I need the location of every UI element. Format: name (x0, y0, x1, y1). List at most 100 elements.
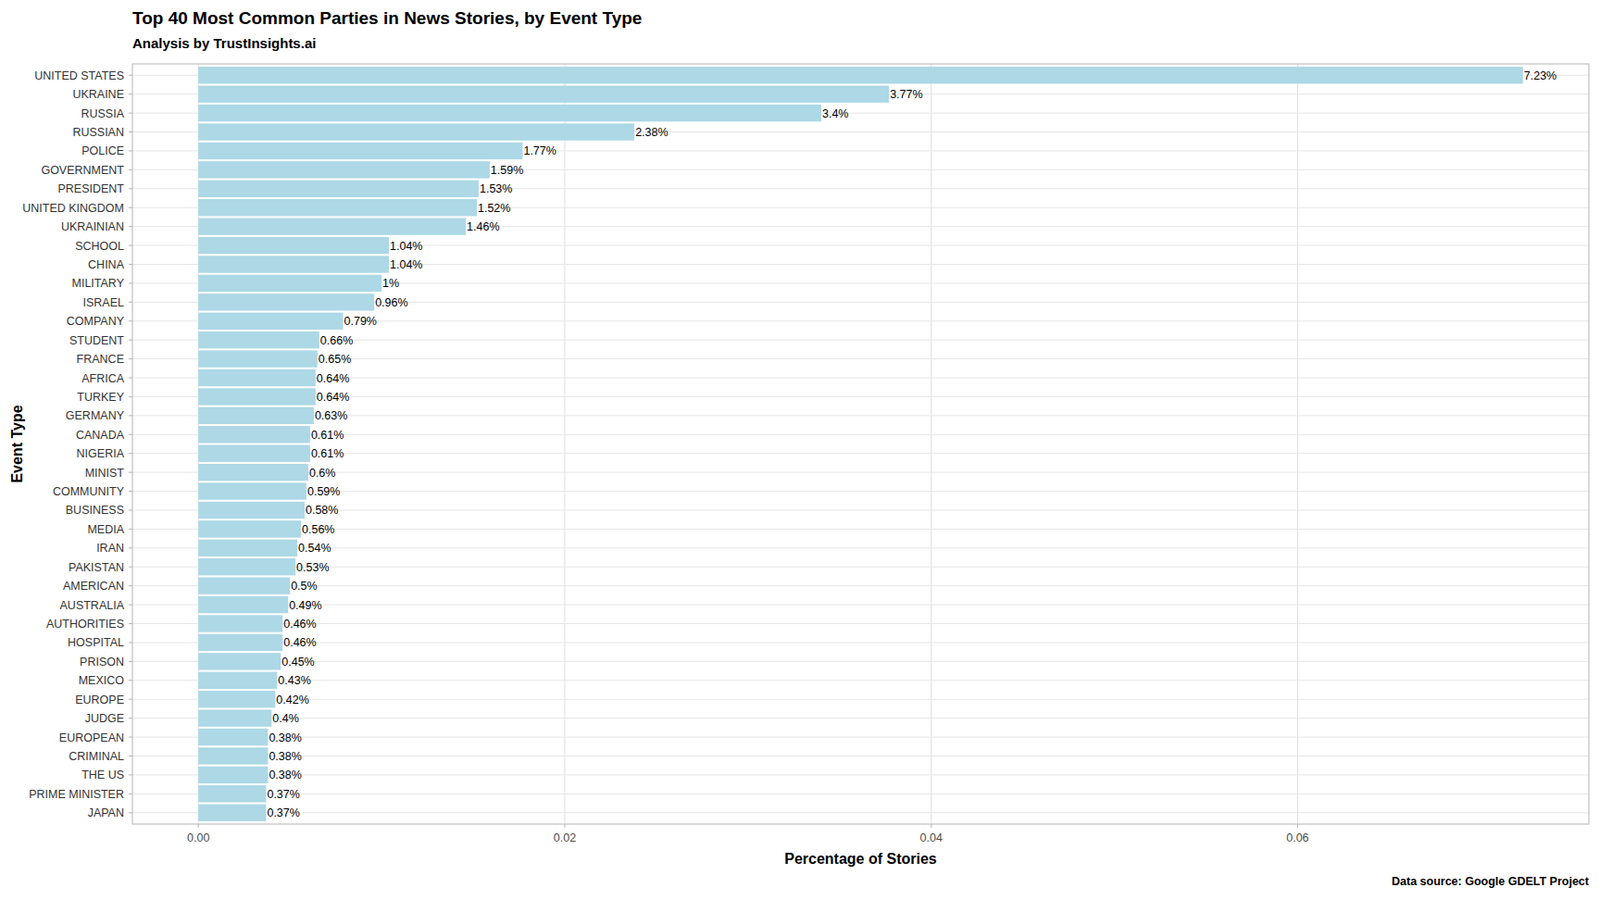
bar (198, 614, 283, 632)
tick (128, 301, 133, 303)
tick (128, 377, 133, 379)
y-tick-label: TURKEY (76, 390, 125, 404)
x-axis-title: Percentage of Stories (784, 850, 938, 867)
y-tick-label: STUDENT (69, 334, 125, 348)
data-label: 0.6% (309, 466, 337, 480)
tick (128, 717, 133, 719)
bar (198, 217, 466, 235)
tick (128, 169, 133, 171)
bar (198, 804, 266, 822)
bar (198, 425, 311, 443)
y-tick-label: JAPAN (87, 806, 125, 820)
tick (128, 93, 133, 95)
bar (198, 237, 389, 254)
bar (198, 634, 283, 651)
tick (128, 207, 133, 209)
grid-line (132, 414, 1589, 416)
data-label: 0.49% (288, 599, 322, 613)
grid-line (132, 585, 1589, 587)
tick (128, 320, 133, 322)
tick (128, 547, 133, 549)
bar (198, 672, 277, 689)
data-label: 0.4% (272, 712, 300, 725)
bar (198, 123, 635, 140)
caption: Data source: Google GDELT Project (1391, 875, 1590, 888)
tick (128, 755, 133, 757)
data-label: 0.37% (266, 806, 300, 820)
grid-line (132, 490, 1589, 492)
x-tick-label: 0.06 (1286, 831, 1309, 845)
grid (132, 63, 1589, 825)
x-axis: 0.000.020.040.06 (187, 824, 1310, 845)
tick (128, 585, 133, 587)
y-tick-label: JUDGE (85, 712, 125, 725)
title: Top 40 Most Common Parties in News Stori… (132, 8, 642, 28)
bar (198, 85, 889, 102)
grid-line (132, 641, 1589, 643)
bar (198, 275, 382, 292)
tick (198, 824, 200, 828)
data-label: 0.37% (266, 787, 300, 801)
bar (198, 766, 268, 784)
grid-line (132, 509, 1589, 511)
tick (128, 528, 133, 530)
y-tick-label: UKRAINE (72, 87, 125, 101)
tick (128, 699, 133, 700)
bar (198, 709, 272, 726)
chart: Top 40 Most Common Parties in News Stori… (0, 0, 1600, 900)
tick (128, 774, 133, 775)
tick (128, 225, 133, 227)
y-tick-label: RUSSIAN (72, 125, 125, 139)
tick (128, 434, 133, 436)
bar (198, 350, 318, 367)
grid-line (132, 679, 1589, 681)
y-tick-label: PRISON (79, 655, 125, 669)
bar (198, 539, 298, 557)
data-label: 0.79% (344, 314, 377, 328)
tick (128, 245, 133, 247)
y-tick-label: ISRAEL (83, 296, 125, 310)
tick (128, 452, 133, 454)
y-tick-label: GERMANY (65, 409, 125, 423)
y-tick-label: CRIMINAL (68, 750, 125, 763)
data-label: 0.61% (311, 447, 344, 461)
tick (128, 414, 133, 416)
y-axis-title: Event Type (9, 404, 25, 483)
tick (930, 824, 932, 828)
bar (198, 407, 314, 425)
bar (198, 690, 275, 708)
grid-line (132, 623, 1589, 625)
grid-line (132, 604, 1589, 606)
bar (198, 180, 479, 198)
grid-line (132, 377, 1589, 379)
tick (128, 112, 133, 114)
y-tick-label: UNITED KINGDOM (22, 201, 125, 215)
bar (198, 331, 320, 349)
y-tick-label: HOSPITAL (67, 636, 125, 650)
grid-line (132, 472, 1589, 474)
y-tick-label: UKRAINIAN (61, 220, 125, 234)
y-tick-label: MEDIA (87, 523, 125, 537)
y-tick-label: THE US (81, 768, 125, 782)
tick (128, 131, 133, 133)
data-label: 1.52% (477, 201, 511, 215)
data-label: 0.46% (283, 617, 316, 631)
grid-line (1297, 63, 1299, 825)
y-tick-label: NIGERIA (76, 447, 125, 461)
y-tick-label: POLICE (81, 144, 125, 158)
data-label: 1% (382, 276, 400, 290)
bar (198, 255, 389, 273)
tick (128, 793, 133, 795)
y-tick-label: AMERICAN (62, 579, 125, 593)
data-label: 0.46% (283, 636, 316, 650)
subtitle: Analysis by TrustInsights.ai (132, 35, 316, 51)
y-tick-label: RUSSIA (80, 107, 125, 121)
y-tick-label: COMPANY (66, 314, 125, 328)
y-tick-label: UNITED STATES (34, 69, 125, 83)
bar (198, 312, 343, 330)
tick (128, 604, 133, 606)
y-tick-label: CHINA (87, 258, 125, 272)
bar (198, 747, 268, 764)
data-label: 1.04% (389, 239, 423, 253)
y-tick-label: BUSINESS (65, 503, 125, 517)
